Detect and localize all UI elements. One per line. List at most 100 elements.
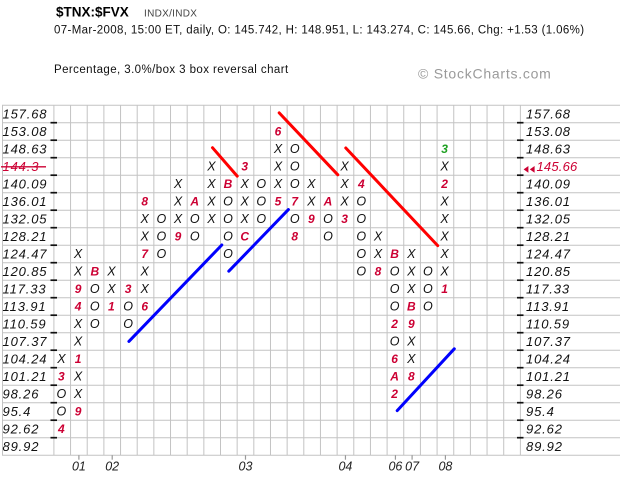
- svg-text:140.09: 140.09: [526, 177, 571, 192]
- svg-text:07: 07: [405, 460, 420, 474]
- svg-text:92.62: 92.62: [3, 422, 40, 437]
- svg-text:4: 4: [74, 299, 82, 313]
- svg-text:X: X: [173, 194, 183, 208]
- svg-text:X: X: [439, 159, 449, 173]
- svg-text:O: O: [390, 334, 400, 348]
- svg-text:107.37: 107.37: [526, 334, 571, 349]
- svg-text:O: O: [356, 229, 366, 243]
- svg-text:O: O: [290, 212, 300, 226]
- svg-text:X: X: [406, 264, 416, 278]
- svg-text:B: B: [390, 247, 399, 261]
- svg-text:X: X: [273, 177, 283, 191]
- svg-text:1: 1: [108, 299, 115, 313]
- svg-text:3: 3: [125, 282, 132, 296]
- svg-text:08: 08: [438, 460, 452, 474]
- svg-text:O: O: [356, 194, 366, 208]
- svg-text:110.59: 110.59: [526, 317, 570, 332]
- svg-text:X: X: [406, 247, 416, 261]
- svg-text:X: X: [73, 369, 83, 383]
- svg-text:X: X: [406, 334, 416, 348]
- svg-text:128.21: 128.21: [3, 229, 48, 244]
- svg-text:9: 9: [75, 404, 82, 418]
- svg-text:136.01: 136.01: [3, 194, 48, 209]
- svg-text:95.4: 95.4: [526, 404, 555, 419]
- svg-text:X: X: [73, 264, 83, 278]
- svg-text:124.47: 124.47: [3, 247, 48, 262]
- svg-text:O: O: [123, 317, 133, 331]
- svg-text:X: X: [206, 212, 216, 226]
- svg-text:117.33: 117.33: [3, 282, 47, 297]
- svg-text:X: X: [273, 142, 283, 156]
- svg-text:X: X: [439, 247, 449, 261]
- svg-text:124.47: 124.47: [526, 247, 571, 262]
- svg-text:6: 6: [391, 352, 398, 366]
- svg-text:O: O: [57, 387, 67, 401]
- svg-text:117.33: 117.33: [526, 282, 570, 297]
- svg-text:X: X: [339, 194, 349, 208]
- svg-text:O: O: [390, 282, 400, 296]
- svg-text:X: X: [206, 194, 216, 208]
- svg-text:O: O: [423, 282, 433, 296]
- svg-text:02: 02: [105, 460, 119, 474]
- svg-text:X: X: [206, 177, 216, 191]
- svg-text:O: O: [356, 247, 366, 261]
- svg-text:A: A: [189, 194, 199, 208]
- svg-text:O: O: [256, 177, 266, 191]
- svg-text:O: O: [390, 299, 400, 313]
- svg-text:X: X: [73, 387, 83, 401]
- svg-text:X: X: [439, 229, 449, 243]
- svg-text:06: 06: [388, 460, 402, 474]
- svg-text:X: X: [273, 159, 283, 173]
- svg-text:X: X: [406, 282, 416, 296]
- svg-text:120.85: 120.85: [3, 264, 48, 279]
- svg-text:O: O: [223, 212, 233, 226]
- svg-text:O: O: [190, 212, 200, 226]
- svg-text:X: X: [439, 212, 449, 226]
- svg-text:X: X: [240, 177, 250, 191]
- svg-text:98.26: 98.26: [526, 387, 563, 402]
- svg-text:7: 7: [291, 194, 299, 208]
- svg-text:8: 8: [408, 369, 415, 383]
- svg-text:O: O: [57, 404, 67, 418]
- svg-text:7: 7: [141, 247, 149, 261]
- svg-text:9: 9: [175, 229, 182, 243]
- svg-text:O: O: [90, 282, 100, 296]
- svg-text:136.01: 136.01: [526, 194, 571, 209]
- svg-text:X: X: [373, 229, 383, 243]
- svg-text:X: X: [140, 212, 150, 226]
- svg-text:O: O: [356, 212, 366, 226]
- svg-text:9: 9: [308, 212, 315, 226]
- svg-text:O: O: [323, 212, 333, 226]
- svg-text:O: O: [256, 212, 266, 226]
- svg-text:X: X: [306, 177, 316, 191]
- svg-text:2: 2: [390, 387, 398, 401]
- svg-text:O: O: [223, 229, 233, 243]
- svg-text:X: X: [439, 264, 449, 278]
- svg-text:153.08: 153.08: [3, 124, 48, 139]
- svg-text:145.66: 145.66: [537, 159, 579, 174]
- svg-text:89.92: 89.92: [3, 439, 40, 454]
- svg-text:O: O: [356, 264, 366, 278]
- svg-text:9: 9: [408, 317, 415, 331]
- svg-text:O: O: [290, 177, 300, 191]
- svg-text:9: 9: [75, 282, 82, 296]
- svg-text:6: 6: [275, 124, 282, 138]
- svg-text:04: 04: [338, 460, 352, 474]
- svg-text:X: X: [106, 282, 116, 296]
- svg-text:104.24: 104.24: [3, 352, 48, 367]
- svg-text:101.21: 101.21: [526, 369, 571, 384]
- svg-text:03: 03: [239, 460, 253, 474]
- svg-text:1: 1: [75, 352, 82, 366]
- svg-text:O: O: [157, 247, 167, 261]
- svg-text:$TNX:$FVX: $TNX:$FVX: [56, 5, 129, 20]
- svg-text:107.37: 107.37: [3, 334, 48, 349]
- svg-text:3: 3: [241, 159, 248, 173]
- svg-text:X: X: [56, 352, 66, 366]
- svg-text:128.21: 128.21: [526, 229, 571, 244]
- svg-text:X: X: [339, 177, 349, 191]
- svg-text:4: 4: [57, 422, 65, 436]
- svg-text:120.85: 120.85: [526, 264, 571, 279]
- svg-text:B: B: [224, 177, 233, 191]
- svg-text:101.21: 101.21: [3, 369, 48, 384]
- svg-text:O: O: [390, 264, 400, 278]
